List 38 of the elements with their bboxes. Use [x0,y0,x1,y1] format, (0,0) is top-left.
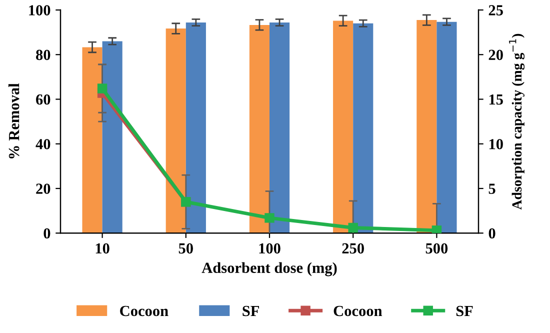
bar [333,20,354,234]
y2-tick-label: 15 [489,94,503,105]
y-tick-label: 60 [36,94,50,105]
y-tick-label: 40 [36,138,50,150]
y2-tick-label: 5 [488,184,496,194]
y2-tick-label: 25 [488,5,503,16]
bar [270,22,290,234]
y-tick-label: 100 [29,5,50,16]
x-tick-label: 500 [426,243,448,254]
bar [186,22,206,234]
point [432,226,442,234]
legend-label: Cocoon [334,306,382,316]
x-tick-label: 50 [178,243,193,254]
bar [249,24,270,234]
bar [82,47,102,234]
y2-tick-label: 0 [488,228,496,239]
bar [102,41,122,234]
y-tick-label: 80 [36,50,50,60]
x-axis-title: Adsorbent dose (mg) [202,262,337,276]
y2-tick-label: 20 [488,50,503,60]
x-tick-label: 100 [259,243,280,254]
x-tick-label: 250 [342,243,364,254]
bar [166,28,186,234]
legend-label: SF [456,306,473,316]
bar [353,23,374,234]
y-tick-label: 0 [44,228,50,239]
point [348,222,358,233]
legend-label: Cocoon [120,306,168,316]
point [97,84,108,94]
y2-axis-title: Adsorption capacity (mg g$^{−1}$) [509,34,525,210]
point [264,213,274,223]
bar [416,20,437,234]
y2-tick-label: 10 [489,138,503,150]
y-tick-label: 20 [36,184,50,194]
x-tick-label: 10 [96,243,110,254]
legend-label: SF [242,306,259,316]
y-axis-title: % Removal [8,83,20,158]
bar [436,22,457,234]
